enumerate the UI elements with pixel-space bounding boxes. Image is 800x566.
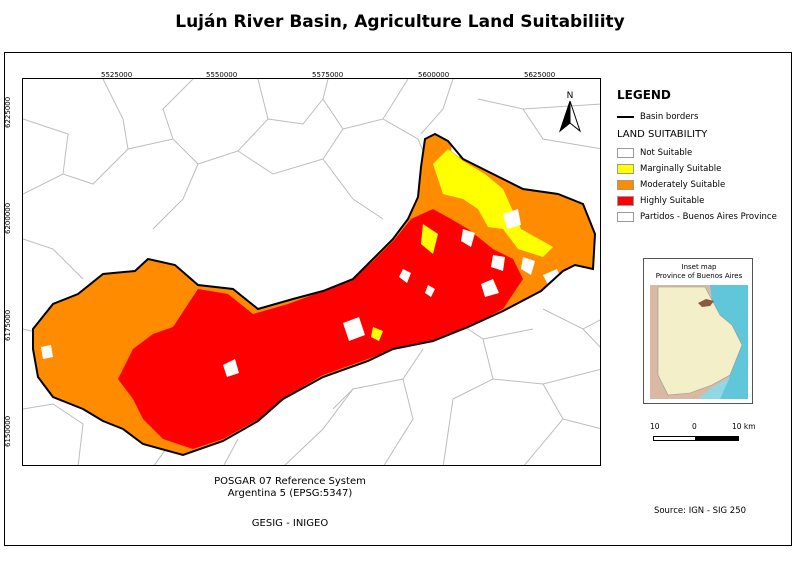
legend-label: Highly Suitable xyxy=(640,196,705,206)
legend-swatch xyxy=(617,212,634,222)
x-tick-label: 5625000 xyxy=(524,71,556,79)
legend-label: Moderately Suitable xyxy=(640,180,726,190)
y-tick-label: 6225000 xyxy=(4,96,12,128)
scale-label-mid: 0 xyxy=(692,422,697,431)
credit: GESIG - INIGEO xyxy=(251,518,329,529)
inset-map-image xyxy=(650,285,748,399)
legend-swatch xyxy=(617,196,634,206)
legend-swatch xyxy=(617,164,634,174)
x-tick-label: 5525000 xyxy=(101,71,133,79)
layout-frame xyxy=(4,52,792,546)
basin-not-suitable-areas xyxy=(41,139,563,377)
legend-item-partidos: Partidos - Buenos Aires Province xyxy=(617,212,777,222)
basin-marginal-area xyxy=(371,327,383,341)
x-tick-label: 5600000 xyxy=(418,71,450,79)
legend-swatch xyxy=(617,148,634,158)
scale-label-right: 10 km xyxy=(732,422,756,431)
reference-system-line1: POSGAR 07 Reference System xyxy=(214,476,366,487)
basin-border-swatch xyxy=(617,116,634,118)
y-tick-label: 6150000 xyxy=(4,415,12,447)
basin-marginal-area xyxy=(421,224,438,254)
legend-item-highly-suitable: Highly Suitable xyxy=(617,196,704,206)
x-tick-label: 5550000 xyxy=(206,71,238,79)
legend-title: LEGEND xyxy=(617,88,671,102)
inset-title: Inset map Province of Buenos Aires xyxy=(644,263,754,281)
inset-title-line1: Inset map xyxy=(681,263,717,271)
inset-title-line2: Province of Buenos Aires xyxy=(655,272,743,280)
basin-border xyxy=(32,132,597,457)
source-note: Source: IGN - SIG 250 xyxy=(653,506,747,516)
legend-item-not-suitable: Not Suitable xyxy=(617,148,692,158)
inset-map: Inset map Province of Buenos Aires xyxy=(643,258,753,404)
x-tick-label: 5575000 xyxy=(312,71,344,79)
north-arrow-icon: N xyxy=(556,89,584,135)
basin-marginal-area xyxy=(433,149,553,257)
legend-basin-borders: Basin borders xyxy=(617,112,698,122)
scale-bar: 10 0 10 km xyxy=(650,422,760,444)
scale-label-left: 10 xyxy=(650,422,660,431)
legend-item-moderately-suitable: Moderately Suitable xyxy=(617,180,725,190)
reference-system-line2: Argentina 5 (EPSG:5347) xyxy=(227,488,353,499)
legend-item-marginally-suitable: Marginally Suitable xyxy=(617,164,721,174)
legend-subtitle: LAND SUITABILITY xyxy=(617,129,708,140)
legend-label: Partidos - Buenos Aires Province xyxy=(640,212,777,222)
y-tick-label: 6200000 xyxy=(4,202,12,234)
legend-label: Not Suitable xyxy=(640,148,693,158)
map-title: Luján River Basin, Agriculture Land Suit… xyxy=(175,12,625,32)
y-tick-label: 6175000 xyxy=(4,309,12,341)
north-label: N xyxy=(567,91,574,101)
partidos-boundaries xyxy=(23,79,600,465)
legend-label: Marginally Suitable xyxy=(640,164,722,174)
main-map[interactable] xyxy=(22,78,601,466)
scale-segment-white xyxy=(653,436,697,441)
legend-label: Basin borders xyxy=(640,112,699,122)
legend-swatch xyxy=(617,180,634,190)
basin-high-area xyxy=(118,209,523,449)
scale-segment-black xyxy=(695,436,739,441)
reference-system: POSGAR 07 Reference System Argentina 5 (… xyxy=(180,476,400,500)
